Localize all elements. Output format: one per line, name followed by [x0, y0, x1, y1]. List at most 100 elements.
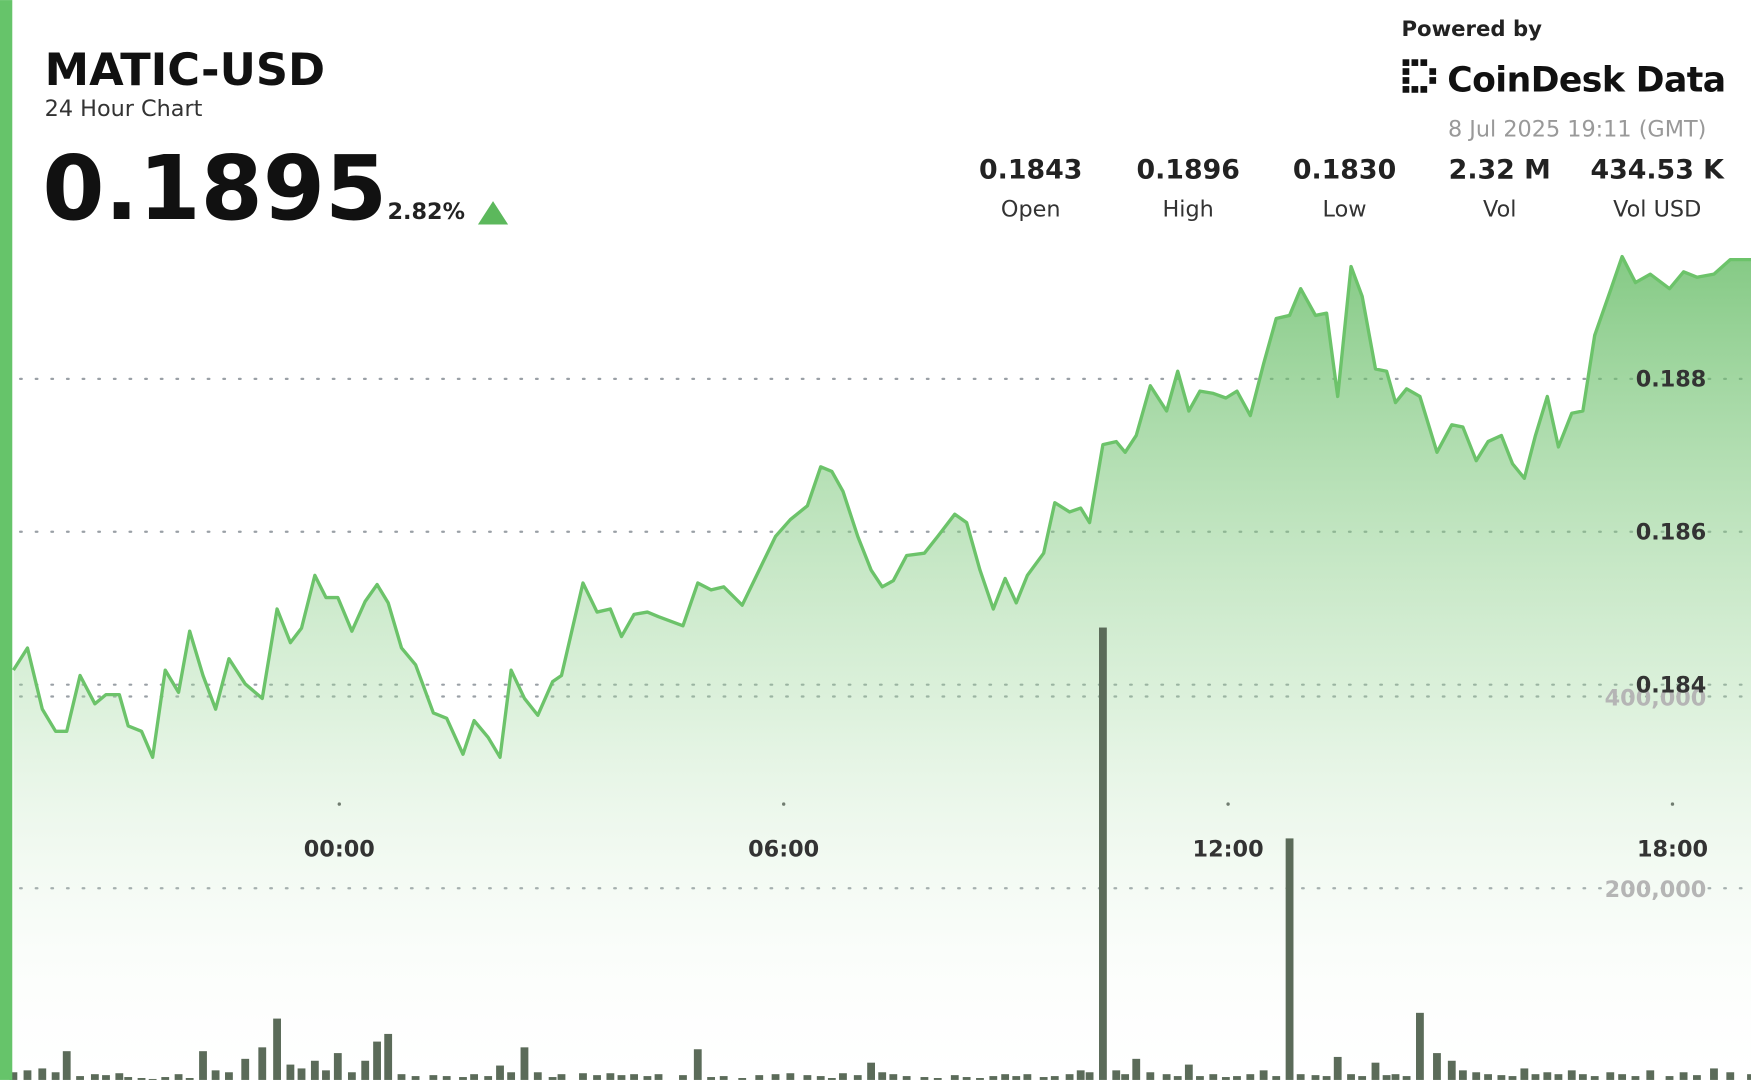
- volume-bar: [1472, 1072, 1481, 1080]
- y2-tick-label: 200,000: [1605, 877, 1707, 903]
- volume-bar: [520, 1047, 529, 1080]
- volume-bar: [962, 1077, 971, 1080]
- area-layer: [13, 256, 1751, 1080]
- volume-bar: [771, 1074, 780, 1080]
- volume-bar: [1693, 1075, 1701, 1080]
- volume-bar: [1296, 1074, 1305, 1080]
- volume-bar: [1162, 1074, 1171, 1080]
- volume-bar: [1099, 627, 1107, 1080]
- stats: 0.1843 Open 0.1896 High 0.1830 Low 2.32 M Vol 43…: [979, 155, 1725, 223]
- volume-bar: [1311, 1075, 1320, 1080]
- volume-bar: [889, 1074, 898, 1080]
- chart-title: MATIC-USD: [45, 44, 325, 96]
- powered-by: Powered by: [1401, 17, 1542, 42]
- volume-bar: [1590, 1076, 1599, 1080]
- volume-bar: [1076, 1070, 1085, 1080]
- volume-bar: [920, 1077, 929, 1080]
- x-tick-label: 00:00: [304, 837, 375, 863]
- volume-bar: [1209, 1074, 1218, 1080]
- stat-value: 0.1896: [1136, 155, 1239, 186]
- volume-bar: [310, 1060, 319, 1080]
- volume-bar: [1679, 1072, 1688, 1080]
- stat-label: Low: [1323, 197, 1367, 223]
- volume-bar: [211, 1070, 220, 1080]
- volume-bar: [1358, 1076, 1367, 1080]
- volume-bar: [1747, 1074, 1751, 1080]
- volume-bar: [1497, 1075, 1506, 1080]
- volume-bar: [174, 1074, 183, 1080]
- volume-bar: [548, 1077, 557, 1080]
- volume-bar: [630, 1074, 638, 1080]
- price: 0.1895: [42, 137, 387, 241]
- stat-label: High: [1163, 197, 1214, 223]
- volume-bar: [161, 1077, 170, 1080]
- volume-bar: [557, 1074, 566, 1080]
- x-tick-label: 06:00: [748, 837, 819, 863]
- volume-bar: [1578, 1074, 1587, 1080]
- volume-bar: [654, 1074, 663, 1080]
- volume-bar: [76, 1076, 84, 1080]
- stat-label: Vol USD: [1613, 197, 1701, 223]
- volume-bar: [496, 1065, 504, 1080]
- volume-bar: [679, 1075, 687, 1080]
- volume-bar: [1112, 1070, 1121, 1080]
- volume-bar: [62, 1051, 71, 1080]
- volume-bar: [606, 1073, 615, 1080]
- volume-bar: [1285, 838, 1294, 1080]
- volume-bar: [1531, 1074, 1540, 1080]
- price-line: [11, 254, 1751, 759]
- volume-bar: [1065, 1074, 1074, 1080]
- volume-bar: [853, 1075, 862, 1080]
- timestamp: 8 Jul 2025 19:11 (GMT): [1448, 116, 1706, 142]
- volume-bar: [643, 1076, 652, 1080]
- volume-bar: [297, 1068, 306, 1080]
- volume-bar: [333, 1053, 342, 1080]
- volume-bar: [707, 1077, 716, 1080]
- volume-bar: [1484, 1074, 1492, 1080]
- volume-bar: [1618, 1074, 1627, 1080]
- volume-bar: [124, 1077, 133, 1080]
- volume-bar: [1322, 1076, 1331, 1080]
- volume-bar: [755, 1075, 764, 1080]
- volume-bar: [839, 1073, 847, 1080]
- volume-bar: [1146, 1072, 1155, 1080]
- volume-bar: [1416, 1012, 1424, 1080]
- volume-bar: [1371, 1062, 1380, 1080]
- volume-bar: [241, 1058, 250, 1080]
- volume-bars: [9, 627, 1751, 1080]
- volume-bar: [1402, 1076, 1411, 1080]
- accent-stripe: [0, 0, 13, 1080]
- volume-bar: [693, 1049, 702, 1080]
- volume-bar: [1050, 1076, 1059, 1080]
- stat-value: 2.32 M: [1449, 155, 1551, 186]
- volume-bar: [470, 1074, 479, 1080]
- brand-logo: [1402, 59, 1437, 93]
- stat-value: 0.1830: [1293, 155, 1396, 186]
- volume-bar: [867, 1062, 875, 1080]
- volume-bar: [878, 1072, 887, 1080]
- y-tick-label: 0.188: [1636, 367, 1707, 393]
- volume-bar: [23, 1070, 32, 1080]
- volume-bar: [1246, 1074, 1255, 1080]
- volume-bar: [1347, 1074, 1355, 1080]
- change: 2.82%: [387, 199, 464, 225]
- volume-bar: [803, 1075, 812, 1080]
- volume-bar: [816, 1076, 825, 1080]
- volume-bar: [286, 1064, 295, 1080]
- volume-bar: [102, 1075, 110, 1080]
- volume-bar: [137, 1078, 146, 1080]
- volume-bar: [786, 1073, 795, 1080]
- volume-bar: [1085, 1072, 1094, 1080]
- y-tick-label: 0.186: [1636, 520, 1707, 546]
- volume-bar: [1710, 1068, 1718, 1080]
- volume-bar: [1646, 1070, 1655, 1080]
- volume-bar: [397, 1074, 406, 1080]
- volume-bar: [719, 1076, 728, 1080]
- volume-bar: [90, 1074, 99, 1080]
- stat-label: Open: [1001, 197, 1061, 223]
- volume-bar: [1333, 1056, 1342, 1080]
